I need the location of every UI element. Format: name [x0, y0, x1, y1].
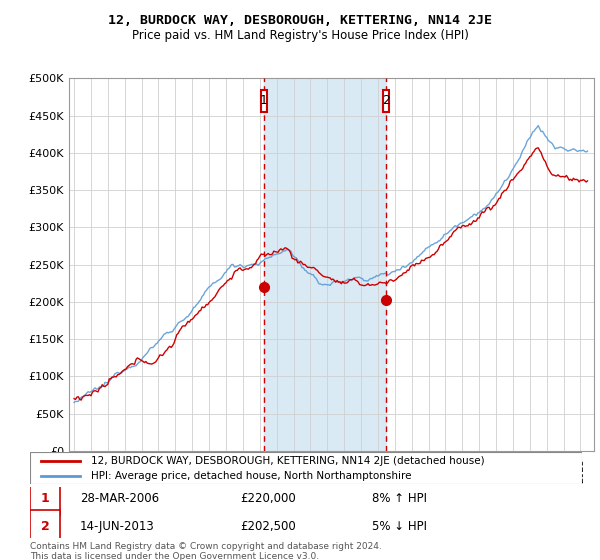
Text: 1: 1	[260, 94, 268, 108]
FancyBboxPatch shape	[30, 510, 61, 543]
Text: Price paid vs. HM Land Registry's House Price Index (HPI): Price paid vs. HM Land Registry's House …	[131, 29, 469, 42]
Text: Contains HM Land Registry data © Crown copyright and database right 2024.
This d: Contains HM Land Registry data © Crown c…	[30, 542, 382, 560]
Bar	[263, 78, 386, 451]
Text: 12, BURDOCK WAY, DESBOROUGH, KETTERING, NN14 2JE: 12, BURDOCK WAY, DESBOROUGH, KETTERING, …	[108, 14, 492, 27]
FancyBboxPatch shape	[30, 482, 61, 515]
Text: 2: 2	[41, 520, 50, 533]
Text: 8% ↑ HPI: 8% ↑ HPI	[372, 492, 427, 505]
FancyBboxPatch shape	[383, 90, 389, 112]
FancyBboxPatch shape	[30, 452, 582, 484]
Text: £220,000: £220,000	[240, 492, 296, 505]
Text: £202,500: £202,500	[240, 520, 296, 533]
Text: 5% ↓ HPI: 5% ↓ HPI	[372, 520, 427, 533]
Text: 1: 1	[41, 492, 50, 505]
FancyBboxPatch shape	[260, 90, 266, 112]
Text: 12, BURDOCK WAY, DESBOROUGH, KETTERING, NN14 2JE (detached house): 12, BURDOCK WAY, DESBOROUGH, KETTERING, …	[91, 456, 484, 466]
Text: HPI: Average price, detached house, North Northamptonshire: HPI: Average price, detached house, Nort…	[91, 472, 411, 481]
Text: 14-JUN-2013: 14-JUN-2013	[80, 520, 154, 533]
Text: 2: 2	[382, 94, 389, 108]
Text: 28-MAR-2006: 28-MAR-2006	[80, 492, 159, 505]
